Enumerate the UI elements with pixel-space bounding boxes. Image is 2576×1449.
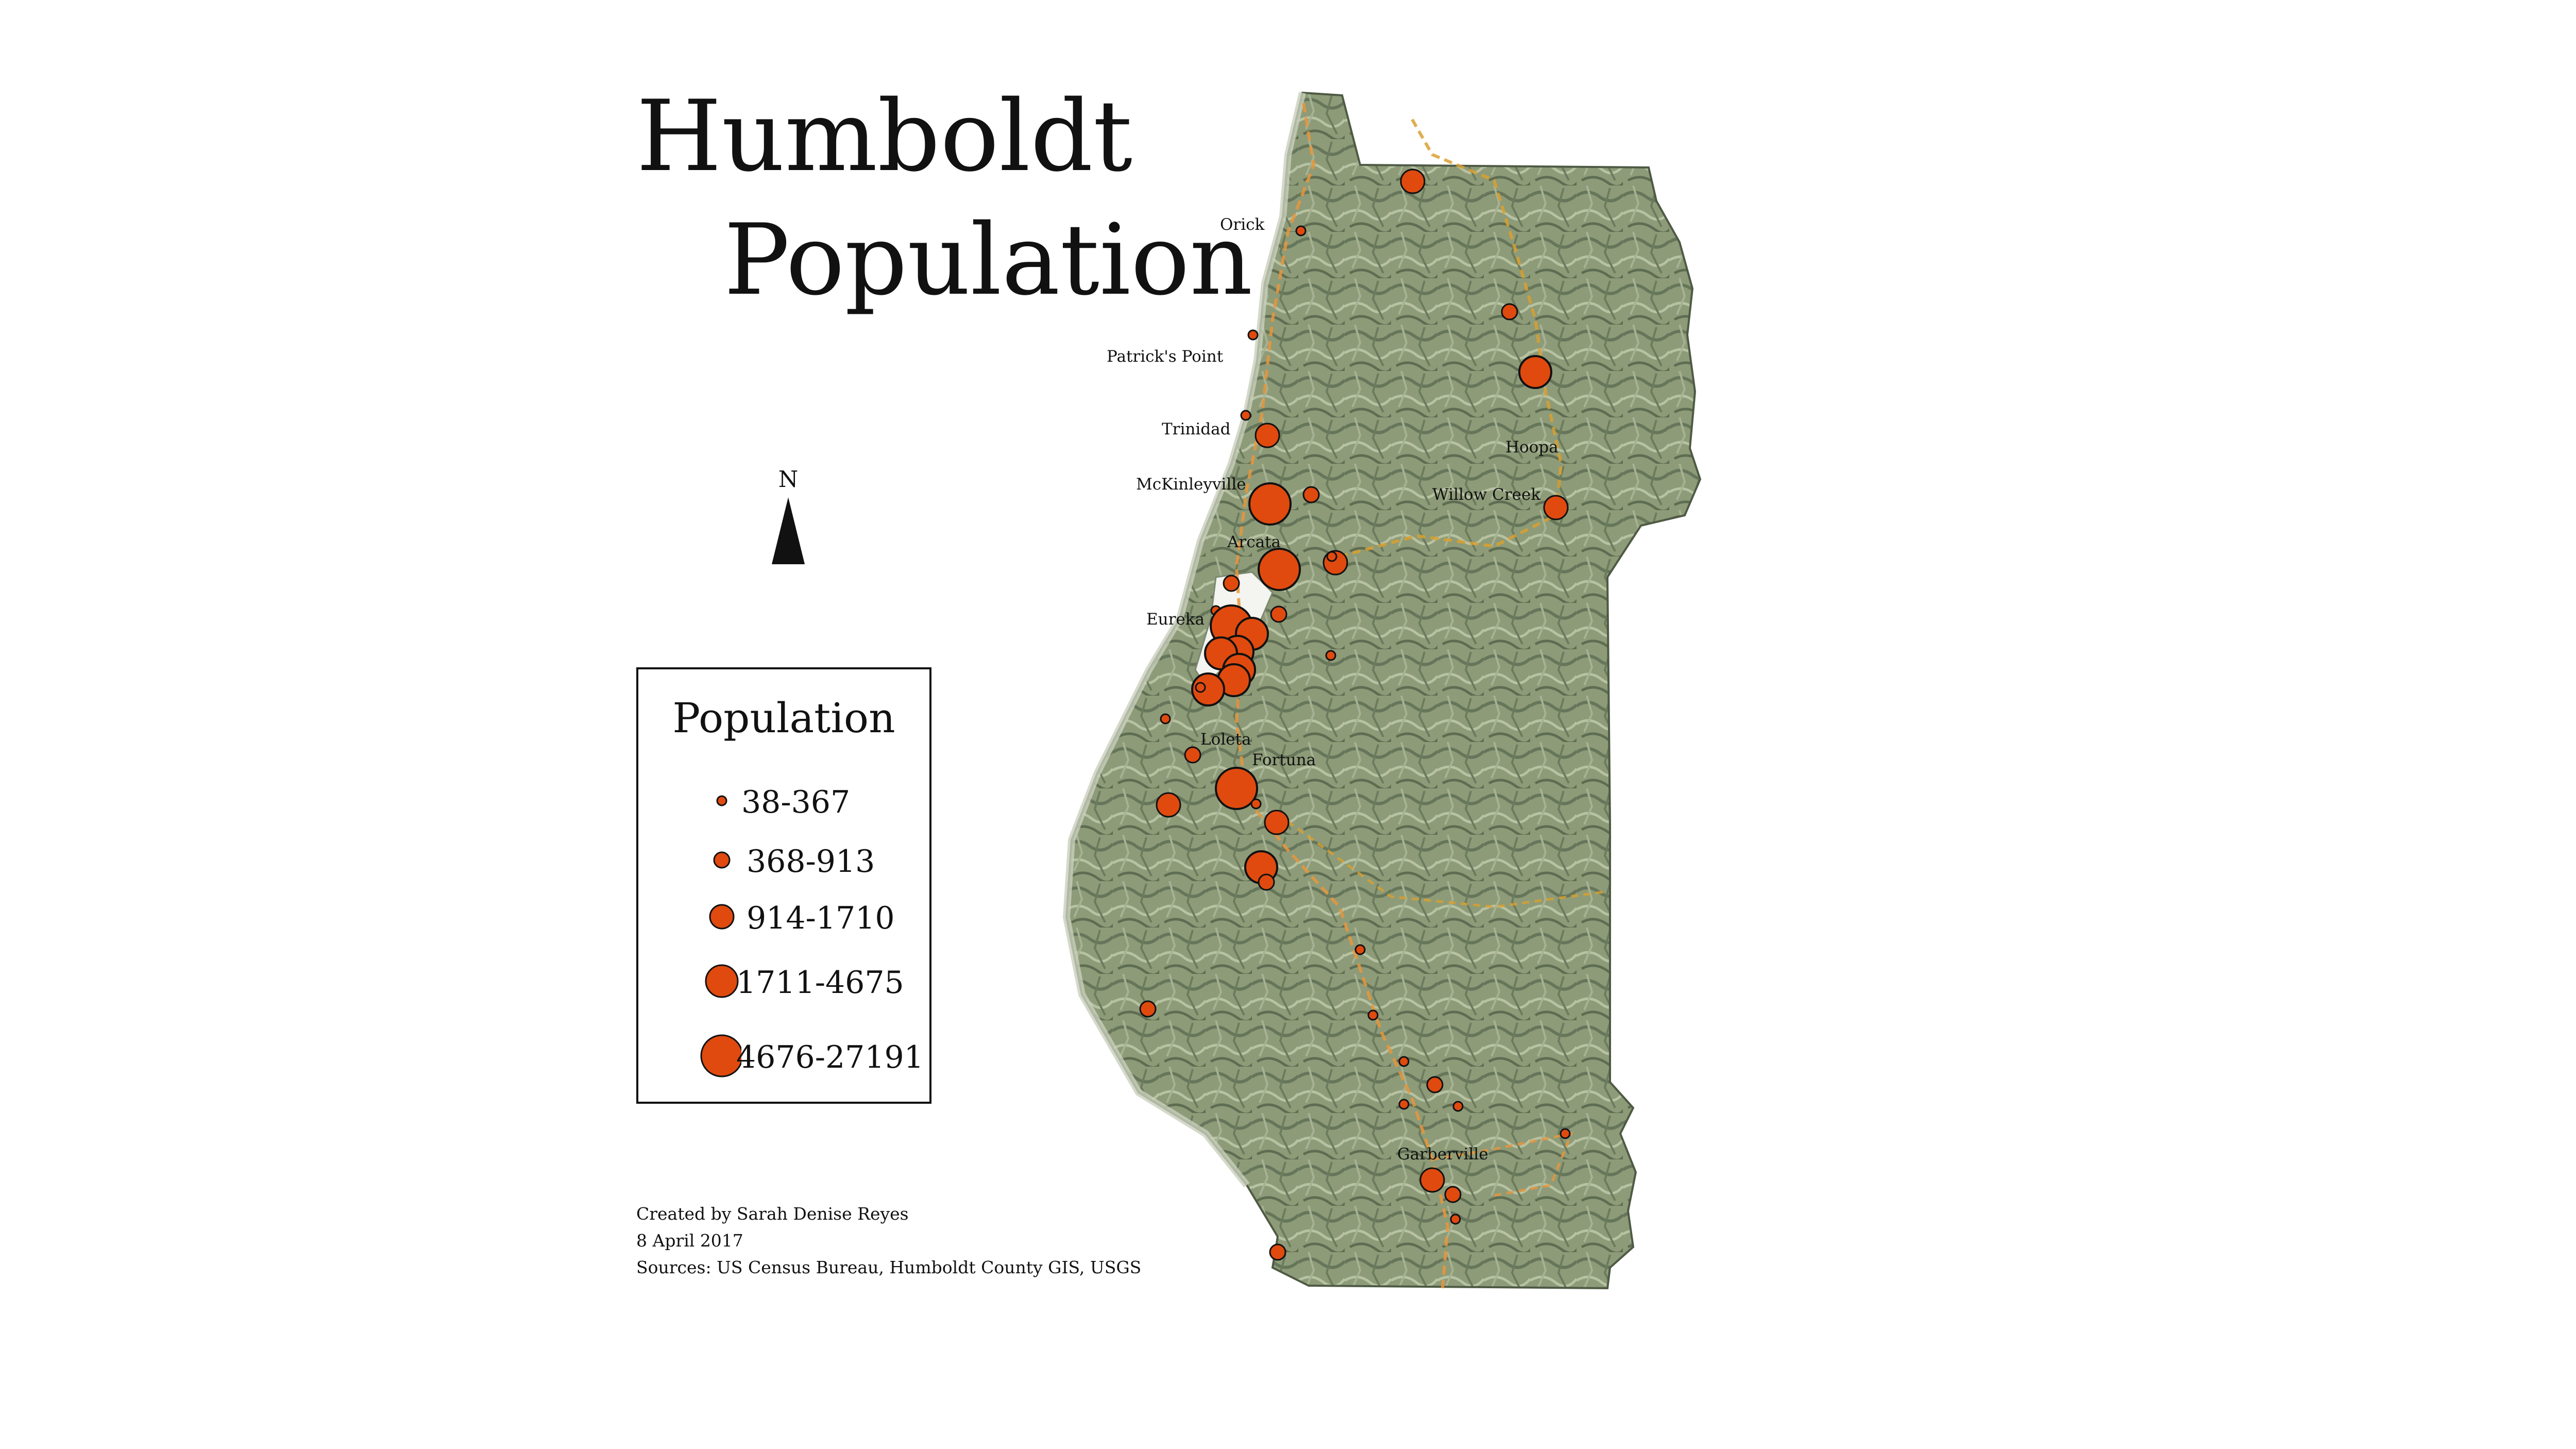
place-label-fortuna: Fortuna [1252,751,1316,769]
place-label-mckinleyville: McKinleyville [1136,475,1246,494]
place-label-hoopa: Hoopa [1505,438,1558,457]
population-symbol [1295,225,1307,237]
population-symbol [1248,482,1292,526]
legend-label: 4676-27191 [736,1039,924,1075]
population-symbol [1426,1076,1444,1093]
credits-author: Created by Sarah Denise Reyes [636,1204,909,1224]
population-symbol [1240,410,1251,421]
population-symbol [1191,672,1225,706]
legend-item: 914-1710 [638,886,929,948]
population-symbol [1325,650,1336,661]
population-symbol [1264,810,1290,835]
place-label-willow-creek: Willow Creek [1432,485,1540,504]
north-arrow-icon [772,497,805,564]
legend-symbol-class-4 [705,964,739,998]
population-symbol [1444,1186,1462,1203]
legend-item: 4676-27191 [638,1025,929,1087]
state-highway [1234,103,1450,1289]
population-symbol [1160,713,1171,724]
place-labels: Orick Patrick's Point Trinidad McKinleyv… [1107,215,1558,1164]
population-symbol [1419,1167,1445,1193]
population-symbol [1156,792,1181,818]
legend-symbol-class-1 [716,795,727,806]
place-label-patricks-point: Patrick's Point [1107,347,1224,366]
population-symbol [1400,169,1426,194]
population-symbol [1518,355,1552,389]
population-symbol [1255,423,1280,448]
legend-item: 38-367 [638,770,929,832]
place-label-trinidad: Trinidad [1162,420,1230,439]
population-symbol [1501,303,1518,321]
population-symbol [1184,746,1201,764]
legend-item: 368-913 [638,829,929,891]
population-symbol [1247,329,1259,341]
place-label-orick: Orick [1220,215,1265,234]
legend-symbol-class-3 [709,904,735,930]
population-symbol [1398,1099,1410,1110]
place-label-garberville: Garberville [1397,1145,1488,1164]
population-symbol [1250,798,1262,810]
legend-symbol-class-5 [700,1034,741,1077]
river-highway [1339,117,1563,558]
legend-item: 1711-4675 [638,950,929,1012]
population-symbols [1139,169,1571,1261]
legend-title: Population [672,694,895,742]
legend-label: 1711-4675 [736,965,904,1001]
population-symbol [1452,1101,1464,1112]
population-symbol [1326,551,1337,562]
southern-road [1432,1132,1574,1197]
population-symbol [1270,605,1287,623]
population-symbol [1223,575,1240,592]
legend: Population 38-367 368-913 914-1710 1711-… [636,667,931,1104]
north-label: N [778,466,799,493]
credits-sources: Sources: US Census Bureau, Humboldt Coun… [636,1257,1142,1277]
legend-symbol-class-2 [713,851,731,869]
legend-label: 38-367 [741,784,851,820]
population-symbol [1367,1009,1379,1021]
place-label-loleta: Loleta [1200,730,1251,749]
place-label-arcata: Arcata [1227,533,1281,551]
coastline-shade [1062,92,1306,1188]
population-symbol [1139,1000,1157,1018]
legend-label: 914-1710 [747,900,895,936]
credits-date: 8 April 2017 [636,1231,743,1251]
population-symbol [1543,495,1569,520]
population-symbol [1258,548,1301,591]
population-symbol [1398,1056,1410,1067]
map-title-line-2: Population [724,203,1253,317]
credits: Created by Sarah Denise Reyes 8 April 20… [636,1201,1141,1281]
population-symbol [1258,873,1275,891]
north-arrow: N [768,466,809,569]
population-symbol [1302,486,1320,503]
inland-road [1277,813,1608,908]
population-symbol [1450,1214,1461,1225]
legend-label: 368-913 [747,844,875,880]
population-symbol [1269,1243,1286,1261]
population-symbol [1215,767,1258,810]
place-label-eureka: Eureka [1146,610,1205,629]
population-symbol [1560,1128,1571,1139]
map-title-line-1: Humboldt [636,79,1132,193]
population-symbol [1195,682,1206,693]
population-symbol [1354,944,1366,955]
